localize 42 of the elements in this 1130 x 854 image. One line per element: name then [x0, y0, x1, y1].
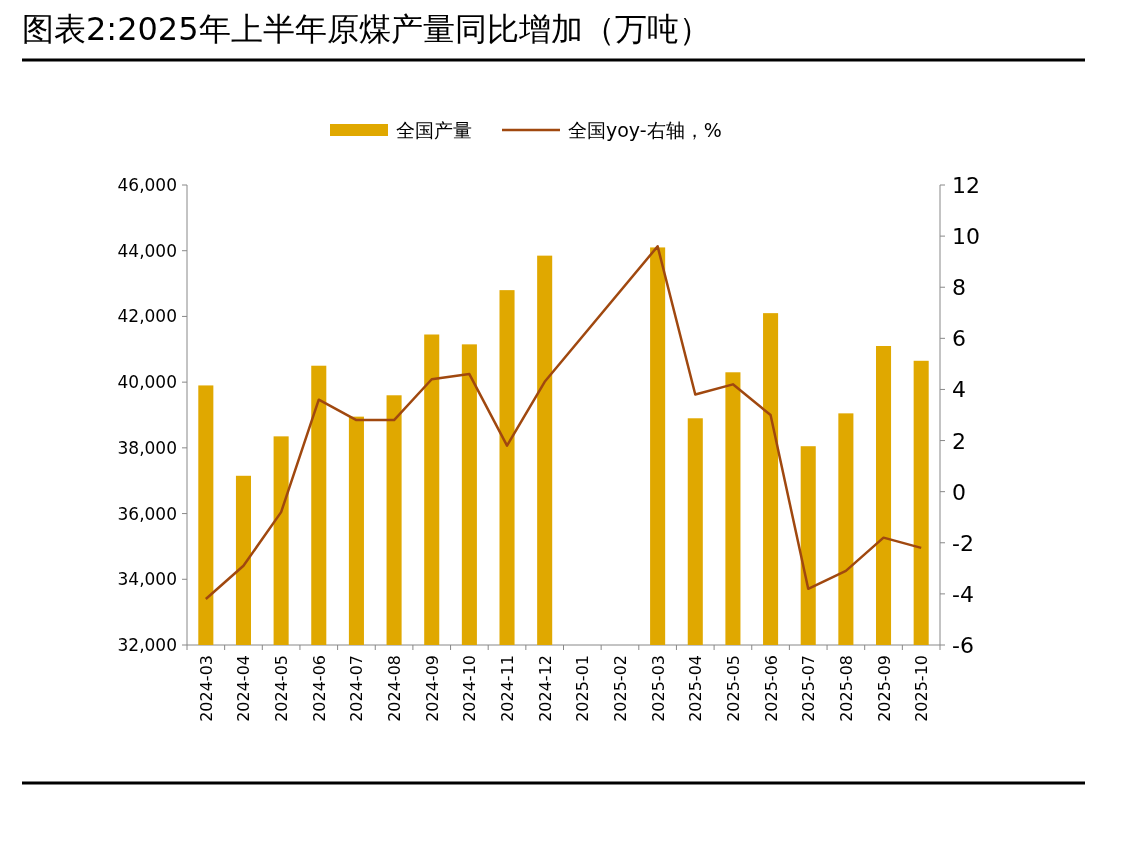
legend-label: 全国产量 [396, 119, 472, 141]
x-tick-label: 2024-07 [347, 655, 367, 722]
y-tick-label: 36,000 [117, 503, 177, 524]
y2-tick-label: 0 [952, 479, 966, 505]
chart-title: 图表2:2025年上半年原煤产量同比增加（万吨） [22, 10, 711, 48]
y2-tick-label: 4 [952, 377, 966, 403]
y2-tick-label: -2 [952, 530, 974, 556]
y2-tick-label: -4 [952, 581, 974, 607]
y-tick-label: 46,000 [117, 175, 177, 195]
x-tick-label: 2025-09 [874, 655, 894, 722]
x-tick-label: 2025-03 [648, 655, 668, 722]
x-tick-label: 2024-09 [422, 655, 442, 722]
x-tick-label: 2024-04 [234, 655, 254, 722]
x-tick-label: 2024-08 [385, 655, 405, 722]
x-tick-label: 2025-10 [912, 655, 932, 722]
x-tick-label: 2024-05 [272, 655, 292, 722]
y-tick-label: 44,000 [117, 240, 177, 261]
x-tick-label: 2024-10 [460, 655, 480, 722]
y-tick-label: 34,000 [117, 569, 177, 590]
y2-tick-label: -6 [952, 633, 974, 658]
x-tick-label: 2025-05 [723, 655, 743, 722]
x-tick-label: 2024-03 [196, 655, 216, 722]
x-tick-label: 2024-11 [498, 655, 518, 722]
x-tick-label: 2025-02 [610, 655, 630, 722]
y2-tick-label: 10 [952, 224, 980, 250]
y2-tick-label: 2 [952, 428, 966, 454]
x-tick-label: 2024-12 [535, 655, 555, 722]
y2-tick-label: 12 [952, 173, 980, 198]
legend-label: 全国yoy-右轴，% [568, 119, 722, 141]
x-tick-label: 2024-06 [309, 655, 329, 722]
y-tick-label: 42,000 [117, 306, 177, 327]
y2-tick-label: 8 [952, 275, 966, 301]
x-tick-label: 2025-08 [836, 655, 856, 722]
y2-tick-label: 6 [952, 326, 966, 352]
x-tick-label: 2025-06 [761, 655, 781, 722]
x-tick-label: 2025-04 [686, 655, 706, 722]
line-series [204, 245, 923, 601]
y-tick-label: 32,000 [117, 635, 177, 655]
x-tick-label: 2025-01 [573, 655, 593, 722]
x-tick-label: 2025-07 [799, 655, 819, 722]
y-tick-label: 38,000 [117, 437, 177, 458]
y-tick-label: 40,000 [117, 372, 177, 393]
